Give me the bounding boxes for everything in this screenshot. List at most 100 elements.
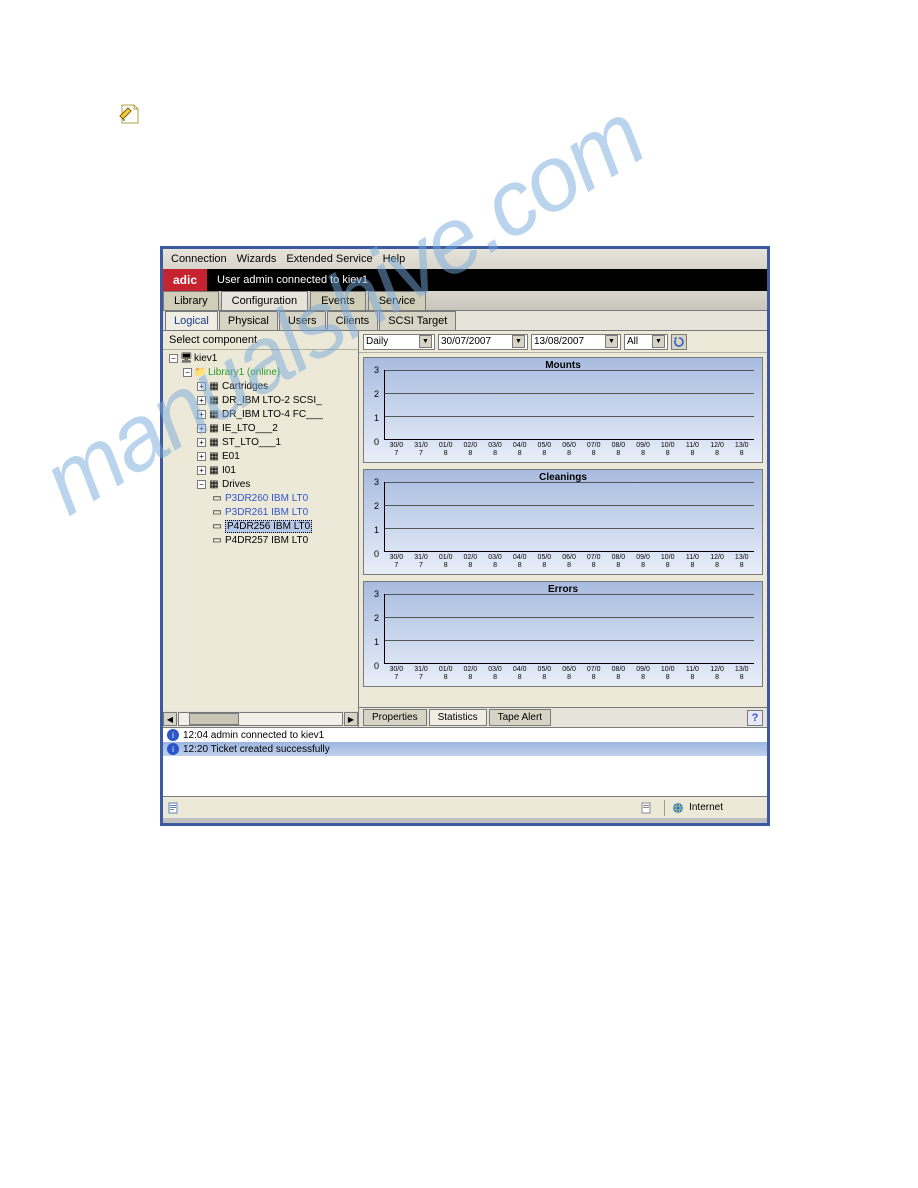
tree-drives[interactable]: Drives — [222, 479, 250, 490]
tab-library[interactable]: Library — [163, 291, 219, 310]
chart-y-tick: 1 — [374, 525, 379, 535]
scroll-right-button[interactable]: ▶ — [344, 712, 358, 726]
period-value: Daily — [366, 336, 419, 347]
tree-drive[interactable]: P4DR256 IBM LT0 — [225, 520, 312, 533]
chart-plot — [384, 594, 754, 664]
period-combo[interactable]: Daily ▼ — [363, 334, 435, 350]
tab-service[interactable]: Service — [368, 291, 427, 310]
tree-toggle[interactable]: + — [197, 466, 206, 475]
date-from-combo[interactable]: 30/07/2007 ▼ — [438, 334, 528, 350]
scroll-track[interactable] — [178, 712, 343, 726]
chart-y-tick: 0 — [374, 549, 379, 559]
menu-extended-service[interactable]: Extended Service — [286, 253, 372, 265]
device-icon: ▦ — [208, 380, 220, 394]
tab-configuration[interactable]: Configuration — [221, 291, 308, 310]
tree-toggle[interactable]: + — [197, 410, 206, 419]
component-tree[interactable]: −🖥kiev1 −📁Library1 (online) +▦Cartridges… — [163, 350, 358, 711]
menu-connection[interactable]: Connection — [171, 253, 227, 265]
page-icon — [167, 801, 181, 815]
info-icon: i — [167, 729, 179, 741]
subtab-scsi-target[interactable]: SCSI Target — [379, 311, 456, 330]
subtab-physical[interactable]: Physical — [219, 311, 278, 330]
chart-x-tick: 12/08 — [705, 442, 730, 460]
chart-x-tick: 30/07 — [384, 442, 409, 460]
chart-x-tick: 13/08 — [729, 554, 754, 572]
tree-toggle[interactable]: + — [197, 424, 206, 433]
chevron-down-icon: ▼ — [419, 335, 432, 348]
tree-drive[interactable]: P3DR260 IBM LT0 — [225, 493, 308, 504]
tree-toggle[interactable]: + — [197, 396, 206, 405]
drives-icon: ▦ — [208, 478, 220, 492]
drive-icon: ▭ — [211, 492, 223, 506]
log-row[interactable]: i12:20 Ticket created successfully — [163, 742, 767, 756]
chart-x-tick: 01/08 — [433, 666, 458, 684]
titlebar: adic User admin connected to kiev1 — [163, 269, 767, 291]
subtab-clients[interactable]: Clients — [327, 311, 379, 330]
date-to-combo[interactable]: 13/08/2007 ▼ — [531, 334, 621, 350]
btab-statistics[interactable]: Statistics — [429, 709, 487, 726]
drive-icon: ▭ — [211, 534, 223, 548]
tree-toggle[interactable]: − — [183, 368, 192, 377]
tree-node[interactable]: I01 — [222, 465, 236, 476]
work-area: Select component −🖥kiev1 −📁Library1 (onl… — [163, 331, 767, 727]
subtab-logical[interactable]: Logical — [165, 311, 218, 330]
chart-x-tick: 01/08 — [433, 554, 458, 572]
log-row[interactable]: i 12:04 admin connected to kiev1 — [163, 728, 767, 742]
tree-node[interactable]: E01 — [222, 451, 240, 462]
brand-logo: adic — [163, 269, 207, 291]
app-window: Connection Wizards Extended Service Help… — [160, 246, 770, 826]
chart-x-labels: 30/0731/0701/0802/0803/0804/0805/0806/08… — [384, 666, 754, 684]
tree-node[interactable]: DR_IBM LTO-2 SCSI_ — [222, 395, 322, 406]
scope-combo[interactable]: All ▼ — [624, 334, 668, 350]
tree-node[interactable]: DR_IBM LTO-4 FC___ — [222, 409, 323, 420]
tree-node[interactable]: ST_LTO___1 — [222, 437, 281, 448]
log-text: 12:04 admin connected to kiev1 — [183, 730, 324, 741]
chart-x-tick: 12/08 — [705, 554, 730, 572]
tree-toggle[interactable]: − — [169, 354, 178, 363]
tree-node[interactable]: IE_LTO___2 — [222, 423, 278, 434]
chart-x-tick: 07/08 — [581, 442, 606, 460]
help-button[interactable]: ? — [747, 710, 763, 726]
tree-library[interactable]: Library1 (online) — [208, 367, 280, 378]
tree-toggle[interactable]: + — [197, 382, 206, 391]
tree-toggle[interactable]: + — [197, 452, 206, 461]
tree-toggle[interactable]: + — [197, 438, 206, 447]
folder-icon: 📁 — [194, 366, 206, 380]
tree-drive[interactable]: P4DR257 IBM LT0 — [225, 535, 308, 546]
scroll-thumb[interactable] — [189, 713, 239, 725]
date-from-value: 30/07/2007 — [441, 336, 512, 347]
btab-tape-alert[interactable]: Tape Alert — [489, 709, 551, 726]
log-text: 12:20 Ticket created successfully — [183, 744, 330, 755]
chart-mounts: Mounts012330/0731/0701/0802/0803/0804/08… — [363, 357, 763, 463]
chart-x-tick: 05/08 — [532, 666, 557, 684]
chart-errors: Errors012330/0731/0701/0802/0803/0804/08… — [363, 581, 763, 687]
scope-value: All — [627, 336, 652, 347]
menu-help[interactable]: Help — [383, 253, 406, 265]
tab-events[interactable]: Events — [310, 291, 366, 310]
chart-x-tick: 05/08 — [532, 442, 557, 460]
chart-x-tick: 10/08 — [655, 554, 680, 572]
chart-x-tick: 06/08 — [557, 442, 582, 460]
tree-node[interactable]: Cartridges — [222, 381, 268, 392]
chart-y-tick: 0 — [374, 437, 379, 447]
tree-root[interactable]: kiev1 — [194, 353, 217, 364]
tree-panel: Select component −🖥kiev1 −📁Library1 (onl… — [163, 331, 359, 727]
refresh-button[interactable] — [671, 334, 687, 350]
filter-row: Daily ▼ 30/07/2007 ▼ 13/08/2007 ▼ All ▼ — [359, 331, 767, 353]
content-panel: Daily ▼ 30/07/2007 ▼ 13/08/2007 ▼ All ▼ — [359, 331, 767, 727]
btab-properties[interactable]: Properties — [363, 709, 427, 726]
title-message: User admin connected to kiev1 — [217, 274, 368, 286]
chart-x-tick: 12/08 — [705, 666, 730, 684]
chart-x-tick: 01/08 — [433, 442, 458, 460]
tree-drive[interactable]: P3DR261 IBM LT0 — [225, 507, 308, 518]
scroll-left-button[interactable]: ◀ — [163, 712, 177, 726]
subtab-users[interactable]: Users — [279, 311, 326, 330]
chart-x-tick: 09/08 — [631, 442, 656, 460]
menu-wizards[interactable]: Wizards — [237, 253, 277, 265]
tree-h-scrollbar[interactable]: ◀ ▶ — [163, 711, 358, 727]
chart-x-tick: 02/08 — [458, 554, 483, 572]
device-icon: ▦ — [208, 408, 220, 422]
chart-x-tick: 08/08 — [606, 554, 631, 572]
chart-x-tick: 03/08 — [483, 554, 508, 572]
tree-toggle[interactable]: − — [197, 480, 206, 489]
